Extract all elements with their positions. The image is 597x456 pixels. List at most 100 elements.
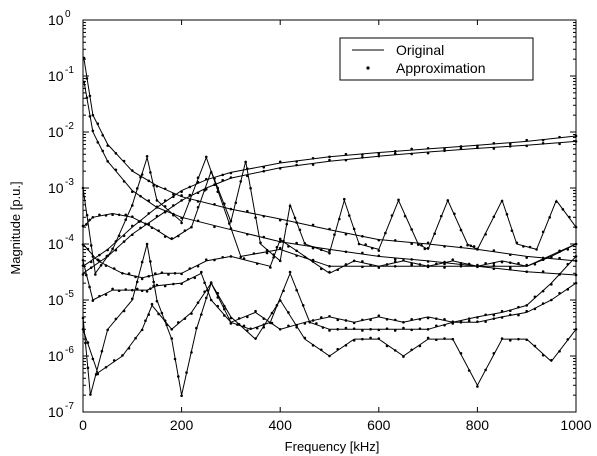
series-point-approximation bbox=[303, 322, 307, 325]
series-point-approximation bbox=[209, 171, 213, 174]
series-point-approximation bbox=[443, 245, 446, 248]
series-point-approximation bbox=[500, 316, 504, 319]
series-point-approximation bbox=[180, 199, 183, 202]
series-point-approximation bbox=[361, 251, 364, 255]
y-tick-label: 10 0 bbox=[48, 9, 71, 28]
series-point-approximation bbox=[173, 357, 177, 361]
series-point-approximation bbox=[550, 283, 553, 286]
series-point-approximation bbox=[155, 214, 159, 218]
series-point-approximation bbox=[216, 186, 220, 190]
series-point-approximation bbox=[172, 204, 175, 207]
series-point-approximation bbox=[172, 192, 175, 196]
series-point-approximation bbox=[85, 96, 89, 99]
series-point-approximation bbox=[170, 327, 174, 331]
series-point-approximation bbox=[209, 298, 213, 302]
series-point-approximation bbox=[196, 205, 200, 209]
series-point-approximation bbox=[361, 318, 364, 322]
series-layer bbox=[81, 56, 578, 398]
series-point-approximation bbox=[369, 263, 372, 267]
series-point-approximation bbox=[416, 243, 420, 246]
series-point-approximation bbox=[443, 323, 446, 327]
series-point-approximation bbox=[508, 142, 512, 146]
series-point-approximation bbox=[244, 160, 247, 164]
series-point-approximation bbox=[204, 296, 208, 300]
y-tick-label: 10 -5 bbox=[48, 289, 74, 308]
series-point-approximation bbox=[558, 256, 561, 260]
series-point-approximation bbox=[508, 261, 512, 264]
series-point-approximation bbox=[410, 258, 413, 261]
series-point-approximation bbox=[195, 326, 198, 330]
series-point-approximation bbox=[196, 301, 200, 304]
series-point-approximation bbox=[492, 317, 496, 320]
series-point-approximation bbox=[426, 265, 430, 269]
y-tick-label-base: 10 bbox=[48, 292, 64, 308]
series-point-approximation bbox=[459, 320, 463, 323]
series-point-approximation bbox=[476, 316, 479, 319]
series-point-approximation bbox=[204, 258, 208, 261]
series-point-approximation bbox=[508, 266, 512, 269]
series-point-approximation bbox=[517, 313, 520, 317]
series-point-approximation bbox=[410, 152, 413, 156]
series-point-approximation bbox=[328, 227, 331, 231]
series-point-approximation bbox=[204, 155, 208, 159]
series-point-approximation bbox=[200, 313, 203, 316]
series-point-approximation bbox=[91, 113, 95, 117]
series-point-approximation bbox=[91, 215, 95, 219]
series-point-approximation bbox=[188, 185, 192, 189]
series-point-approximation bbox=[451, 320, 455, 323]
series-point-approximation bbox=[112, 359, 116, 362]
series-point-approximation bbox=[459, 245, 463, 249]
series-point-approximation bbox=[505, 213, 509, 216]
series-point-approximation bbox=[467, 317, 471, 320]
series-point-approximation bbox=[515, 241, 519, 245]
series-point-approximation bbox=[254, 309, 257, 313]
series-point-approximation bbox=[390, 214, 394, 217]
series-point-approximation bbox=[439, 214, 443, 218]
series-point-approximation bbox=[185, 371, 188, 374]
series-point-approximation bbox=[453, 212, 456, 216]
series-point-approximation bbox=[89, 266, 93, 269]
series-point-approximation bbox=[303, 242, 307, 245]
series-point-approximation bbox=[420, 243, 423, 247]
series-point-approximation bbox=[144, 222, 147, 226]
series-point-approximation bbox=[525, 309, 528, 313]
series-line-original bbox=[83, 81, 577, 276]
series-point-approximation bbox=[131, 233, 134, 237]
series-point-approximation bbox=[446, 199, 450, 202]
series-point-approximation bbox=[361, 153, 364, 156]
series-point-approximation bbox=[508, 253, 512, 256]
series-point-approximation bbox=[88, 94, 92, 98]
series-point-approximation bbox=[393, 329, 397, 332]
y-tick-label: 10 -1 bbox=[48, 65, 74, 84]
series-point-approximation bbox=[467, 319, 471, 323]
series-point-approximation bbox=[221, 173, 224, 177]
series-point-approximation bbox=[259, 241, 262, 245]
series-point-approximation bbox=[196, 200, 200, 203]
series-point-approximation bbox=[223, 202, 226, 205]
series-point-approximation bbox=[127, 346, 131, 350]
series-point-approximation bbox=[500, 199, 504, 203]
series-point-approximation bbox=[255, 326, 259, 330]
series-point-approximation bbox=[131, 288, 134, 292]
series-point-approximation bbox=[193, 276, 197, 280]
series-point-approximation bbox=[550, 255, 553, 259]
x-tick-label: 800 bbox=[466, 417, 490, 433]
series-point-approximation bbox=[500, 337, 504, 340]
series-point-approximation bbox=[239, 255, 243, 259]
series-point-approximation bbox=[157, 229, 160, 232]
series-point-approximation bbox=[86, 341, 90, 344]
series-point-approximation bbox=[426, 146, 430, 150]
series-point-approximation bbox=[112, 267, 116, 270]
series-point-approximation bbox=[213, 203, 216, 206]
series-point-approximation bbox=[522, 245, 525, 248]
series-point-approximation bbox=[393, 260, 397, 263]
series-point-approximation bbox=[554, 200, 558, 203]
series-point-approximation bbox=[190, 351, 193, 354]
series-point-approximation bbox=[541, 270, 545, 273]
series-point-approximation bbox=[196, 176, 200, 180]
series-point-approximation bbox=[508, 144, 512, 148]
series-point-approximation bbox=[104, 264, 108, 267]
series-point-approximation bbox=[89, 244, 93, 247]
y-tick-label-exponent: -2 bbox=[65, 121, 74, 132]
